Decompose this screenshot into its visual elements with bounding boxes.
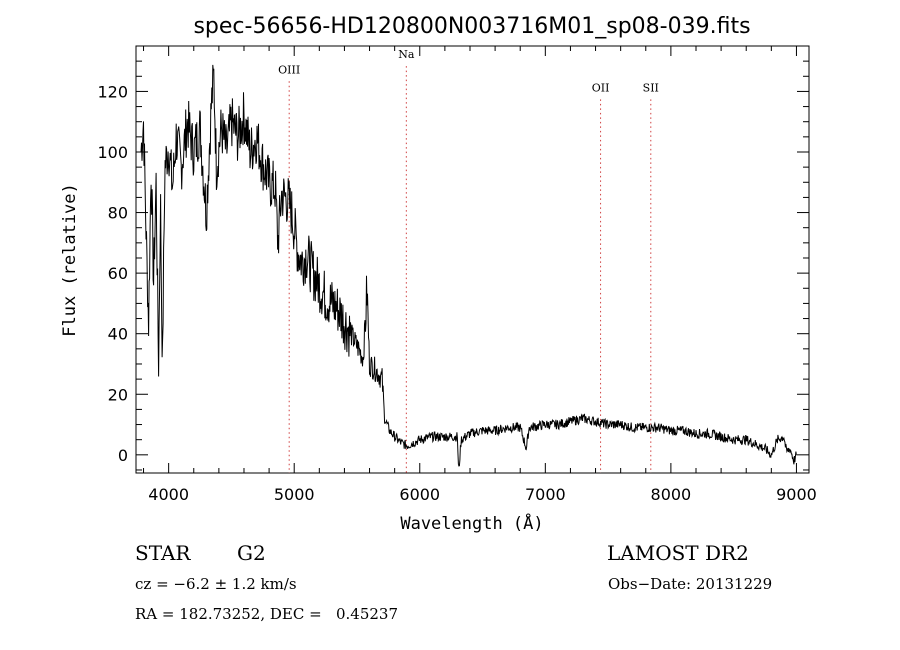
y-tick-label: 60	[108, 264, 128, 283]
marker-label: SII	[643, 81, 659, 94]
redshift-line: cz = −6.2 ± 1.2 km/s	[135, 575, 297, 593]
chart-title: spec-56656-HD120800N003716M01_sp08-039.f…	[193, 14, 750, 39]
x-tick-label: 5000	[274, 485, 315, 504]
x-tick-label: 9000	[776, 485, 817, 504]
object-type: STAR	[135, 541, 191, 565]
y-axis-ticks: 0 20 40 60 80 100 120	[97, 60, 809, 471]
y-axis-label: Flux (relative)	[60, 183, 80, 337]
x-tick-label: 4000	[148, 485, 189, 504]
survey-name: LAMOST DR2	[607, 541, 749, 565]
y-tick-label: 0	[118, 446, 128, 465]
y-tick-label: 120	[97, 82, 128, 101]
coordinates: RA = 182.73252, DEC = 0.45237	[135, 605, 399, 623]
plot-frame	[135, 45, 810, 474]
y-tick-label: 100	[97, 143, 128, 162]
x-tick-label: 8000	[651, 485, 692, 504]
marker-label: Na	[398, 48, 415, 61]
x-axis-label: Wavelength (Å)	[400, 512, 543, 534]
emission-line-markers: OIII Na OII SII	[278, 48, 659, 473]
x-tick-label: 6000	[399, 485, 440, 504]
spectrum-line	[140, 64, 797, 467]
observation-date: Obs−Date: 20131229	[608, 575, 773, 593]
marker-label: OII	[592, 81, 610, 94]
y-tick-label: 80	[108, 204, 128, 223]
y-tick-label: 20	[108, 385, 128, 404]
x-tick-label: 7000	[525, 485, 566, 504]
marker-label: OIII	[278, 63, 300, 76]
x-axis-ticks: 4000 5000 6000 7000 8000 9000	[143, 46, 817, 504]
object-subclass: G2	[237, 541, 266, 565]
y-tick-label: 40	[108, 325, 128, 344]
